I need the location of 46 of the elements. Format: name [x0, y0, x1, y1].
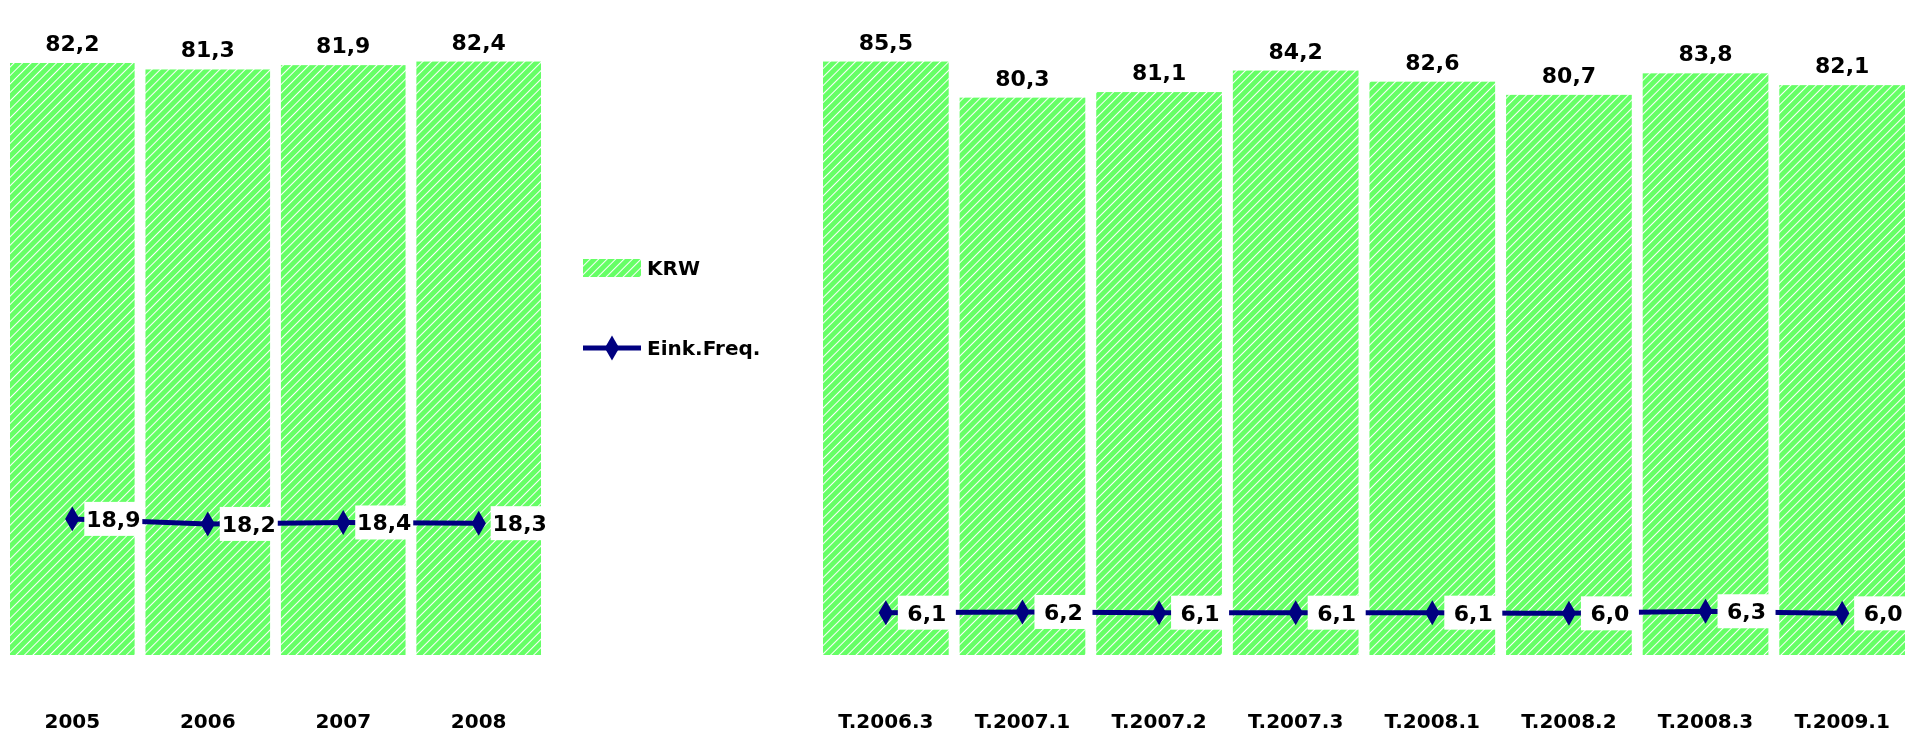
x-tick-label: T.2007.3: [1248, 709, 1344, 733]
data-label: 82,1: [1815, 53, 1870, 79]
bar: [959, 97, 1086, 655]
x-tick-label: T.2006.3: [838, 709, 934, 733]
bar: [1506, 94, 1632, 655]
data-label: 81,9: [316, 33, 371, 59]
data-label: 82,6: [1405, 49, 1460, 75]
x-tick-label: T.2008.3: [1657, 709, 1754, 733]
x-tick-label: T.2007.2: [1111, 709, 1207, 733]
data-label: 18,2: [221, 511, 276, 537]
data-label: 85,5: [858, 29, 913, 55]
data-label: 6,0: [1590, 601, 1630, 627]
data-label: 6,1: [1180, 600, 1220, 626]
data-label: 18,4: [357, 510, 412, 536]
data-label: 84,2: [1268, 38, 1323, 64]
data-label: 81,3: [180, 37, 235, 63]
data-label: 83,8: [1678, 41, 1733, 67]
bar: [823, 61, 949, 655]
x-tick-label: 2007: [315, 709, 372, 733]
data-label: 80,7: [1541, 62, 1597, 88]
data-label: 6,3: [1727, 599, 1767, 625]
bar: [1369, 81, 1496, 655]
data-label: 6,1: [1317, 600, 1357, 626]
data-label: 81,1: [1131, 60, 1187, 86]
data-label: 6,0: [1863, 601, 1903, 627]
x-tick-label: 2008: [450, 709, 507, 733]
data-label: 18,9: [86, 506, 141, 532]
data-label: 18,3: [492, 511, 547, 537]
legend-label: Eink.Freq.: [647, 336, 761, 360]
x-tick-label: T.2008.1: [1384, 709, 1480, 733]
bar: [1232, 70, 1359, 655]
legend-label: KRW: [647, 256, 700, 280]
bar: [1096, 92, 1222, 655]
x-tick-label: T.2008.2: [1521, 709, 1617, 733]
data-label: 80,3: [995, 65, 1050, 91]
x-tick-label: T.2009.1: [1794, 709, 1890, 733]
data-label: 82,4: [451, 29, 506, 55]
bar: [1779, 85, 1905, 655]
x-tick-label: 2006: [179, 709, 236, 733]
data-label: 6,1: [1453, 600, 1493, 626]
x-tick-label: 2005: [44, 709, 101, 733]
x-tick-label: T.2007.1: [974, 709, 1071, 733]
bar: [1642, 73, 1769, 655]
data-label: 82,2: [45, 30, 100, 56]
data-label: 6,1: [907, 600, 947, 626]
data-label: 6,2: [1043, 599, 1083, 625]
